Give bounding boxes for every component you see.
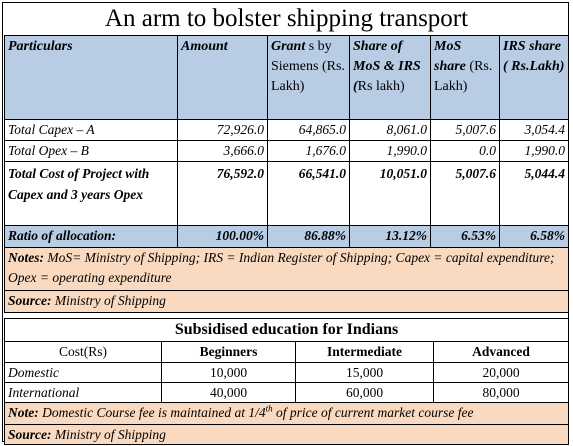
grants-header-bold: Grant xyxy=(271,39,306,54)
note-text-post: of price of current market course fee xyxy=(272,405,474,420)
table-row: Total Capex – A 72,926.0 64,865.0 8,061.… xyxy=(4,119,569,141)
source-row: Source: Ministry of Shipping xyxy=(4,290,569,313)
table-header-row: Particulars Amount Grant s by Siemens (R… xyxy=(4,35,569,120)
total-row: Total Cost of Project with Capex and 3 y… xyxy=(4,161,569,226)
cell-grants: 1,676.0 xyxy=(267,140,350,162)
mos-header-plain: (Rs. Lakh) xyxy=(434,59,493,94)
ratio-share: 13.12% xyxy=(349,225,431,248)
cell-mos: 0.0 xyxy=(430,140,500,162)
table-row: International 40,000 60,000 80,000 xyxy=(4,382,570,403)
col-header-intermediate: Intermediate xyxy=(295,341,434,363)
total-amount: 76,592.0 xyxy=(177,161,268,226)
mos-header-bold: MoS share xyxy=(434,39,466,74)
note-text-sup: th xyxy=(265,403,273,414)
col-header-share: Share of MoS & IRS (Rs lakh) xyxy=(349,35,431,120)
total-share: 10,051.0 xyxy=(349,161,431,226)
col-header-beginners: Beginners xyxy=(161,341,296,363)
total-irs: 5,044.4 xyxy=(499,161,569,226)
row-label: International xyxy=(4,382,162,403)
col-header-particulars: Particulars xyxy=(4,35,178,120)
cell-intermediate: 15,000 xyxy=(295,362,434,383)
source-text: Ministry of Shipping xyxy=(51,293,166,308)
education-source-cell: Source: Ministry of Shipping xyxy=(3,424,570,445)
notes-text: MoS= Ministry of Shipping; IRS = Indian … xyxy=(8,250,555,285)
education-header-row: Cost(Rs) Beginners Intermediate Advanced xyxy=(4,341,570,363)
cell-beginners: 10,000 xyxy=(161,362,296,383)
total-label: Total Cost of Project with Capex and 3 y… xyxy=(4,161,178,226)
col-header-amount: Amount xyxy=(177,35,268,120)
note-label: Note: xyxy=(8,405,39,420)
cell-grants: 64,865.0 xyxy=(267,119,350,141)
cell-advanced: 20,000 xyxy=(432,362,570,383)
cell-mos: 5,007.6 xyxy=(430,119,500,141)
source-label: Source: xyxy=(8,293,52,308)
shipping-cost-table: Particulars Amount Grant s by Siemens (R… xyxy=(4,35,569,313)
cell-irs: 3,054.4 xyxy=(499,119,569,141)
notes-label: Notes: xyxy=(8,250,44,265)
notes-cell: Notes: MoS= Ministry of Shipping; IRS = … xyxy=(4,247,569,291)
education-table-title: Subsidised education for Indians xyxy=(3,318,570,342)
ratio-label: Ratio of allocation: xyxy=(4,225,178,248)
col-header-mos: MoS share (Rs. Lakh) xyxy=(430,35,500,120)
table-row: Total Opex – B 3,666.0 1,676.0 1,990.0 0… xyxy=(4,140,569,162)
share-header-plain: Rs lakh) xyxy=(357,79,405,94)
notes-row: Notes: MoS= Ministry of Shipping; IRS = … xyxy=(4,247,569,291)
total-mos: 5,007.6 xyxy=(430,161,500,226)
cell-advanced: 80,000 xyxy=(432,382,570,403)
total-grants: 66,541.0 xyxy=(267,161,350,226)
note-text-pre: Domestic Course fee is maintained at 1/4 xyxy=(38,405,266,420)
share-header-bold: Share of MoS & IRS ( xyxy=(353,39,421,94)
row-label: Domestic xyxy=(4,362,162,383)
cell-beginners: 40,000 xyxy=(161,382,296,403)
row-label: Total Opex – B xyxy=(4,140,178,162)
col-header-grants: Grant s by Siemens (Rs. Lakh) xyxy=(267,35,350,120)
table-row: Domestic 10,000 15,000 20,000 xyxy=(4,362,570,383)
col-header-advanced: Advanced xyxy=(432,341,570,363)
ratio-mos: 6.53% xyxy=(430,225,500,248)
education-source-text: Ministry of Shipping xyxy=(51,427,166,442)
education-note-row: Note: Domestic Course fee is maintained … xyxy=(3,402,570,425)
page-title: An arm to bolster shipping transport xyxy=(104,5,469,32)
col-header-irs: IRS share ( Rs.Lakh) xyxy=(499,35,569,120)
row-label: Total Capex – A xyxy=(4,119,178,141)
education-source-label: Source: xyxy=(8,427,52,442)
ratio-grants: 86.88% xyxy=(267,225,350,248)
education-source-row: Source: Ministry of Shipping xyxy=(3,424,570,445)
cell-amount: 72,926.0 xyxy=(177,119,268,141)
ratio-amount: 100.00% xyxy=(177,225,268,248)
cell-amount: 3,666.0 xyxy=(177,140,268,162)
education-note-cell: Note: Domestic Course fee is maintained … xyxy=(3,402,570,425)
cell-share: 8,061.0 xyxy=(349,119,431,141)
grants-header-plain: s by Siemens (Rs. Lakh) xyxy=(271,39,345,94)
ratio-irs: 6.58% xyxy=(499,225,569,248)
education-table-title-row: Subsidised education for Indians xyxy=(3,318,570,342)
cell-share: 1,990.0 xyxy=(349,140,431,162)
cell-irs: 1,990.0 xyxy=(499,140,569,162)
col-header-cost: Cost(Rs) xyxy=(4,341,162,363)
source-cell: Source: Ministry of Shipping xyxy=(4,290,569,313)
ratio-row: Ratio of allocation: 100.00% 86.88% 13.1… xyxy=(4,225,569,248)
education-table: Subsidised education for Indians Cost(Rs… xyxy=(3,318,570,445)
cell-intermediate: 60,000 xyxy=(295,382,434,403)
